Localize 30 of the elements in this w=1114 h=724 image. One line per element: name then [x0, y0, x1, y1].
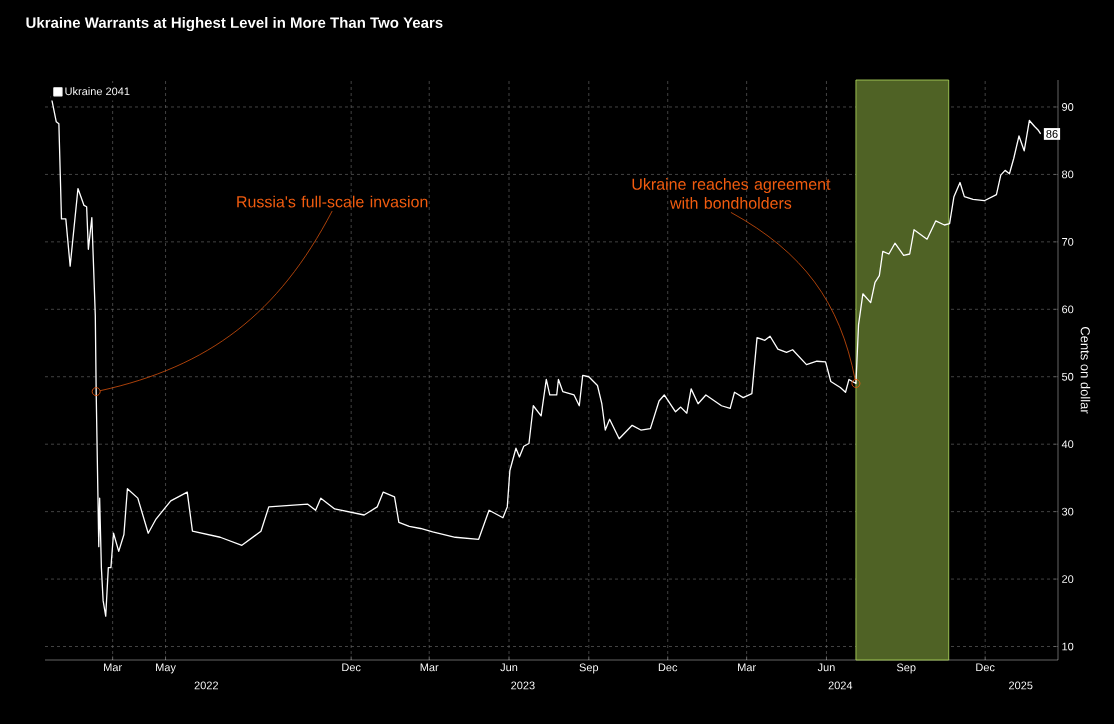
- x2-tick-label: 2023: [511, 681, 535, 690]
- chart-title: Ukraine Warrants at Highest Level in More Than Two Years: [26, 16, 443, 32]
- y-tick-label: 80: [1062, 170, 1074, 179]
- x-tick-label: Dec: [658, 663, 678, 672]
- y-tick-label: 40: [1061, 440, 1074, 449]
- y-tick-label: 10: [1062, 642, 1074, 651]
- x-tick-label: Dec: [976, 663, 995, 672]
- y-axis-title: Cents on dollar: [1080, 326, 1091, 414]
- y-tick-label: 50: [1061, 372, 1074, 381]
- y-tick-label: 70: [1062, 237, 1074, 246]
- annotation: Ukraine reaches agreement with bondholders: [632, 178, 831, 209]
- x2-tick-label: 2022: [194, 681, 218, 690]
- y-tick-label: 30: [1061, 507, 1074, 516]
- y-tick-label: 20: [1062, 575, 1074, 583]
- x-tick-label: Sep: [896, 663, 916, 674]
- x-tick-label: Jun: [817, 663, 835, 672]
- x-tick-label: Mar: [420, 663, 439, 672]
- x-tick-label: Dec: [342, 663, 361, 672]
- x-tick-label: Sep: [579, 663, 599, 674]
- legend-label: Ukraine 2041: [65, 87, 130, 96]
- annotation: Russia's full-scale invasion: [237, 195, 428, 208]
- x-tick-label: Mar: [738, 663, 756, 672]
- y-tick-label: 60: [1062, 305, 1074, 314]
- x2-tick-label: 2025: [1009, 681, 1033, 690]
- x-tick-label: Mar: [104, 663, 122, 672]
- x-tick-label: May: [156, 663, 176, 674]
- x-tick-label: Jun: [500, 663, 518, 672]
- y-tick-label: 90: [1062, 103, 1074, 111]
- x2-tick-label: 2024: [828, 681, 853, 690]
- data-label: 86: [1046, 130, 1058, 138]
